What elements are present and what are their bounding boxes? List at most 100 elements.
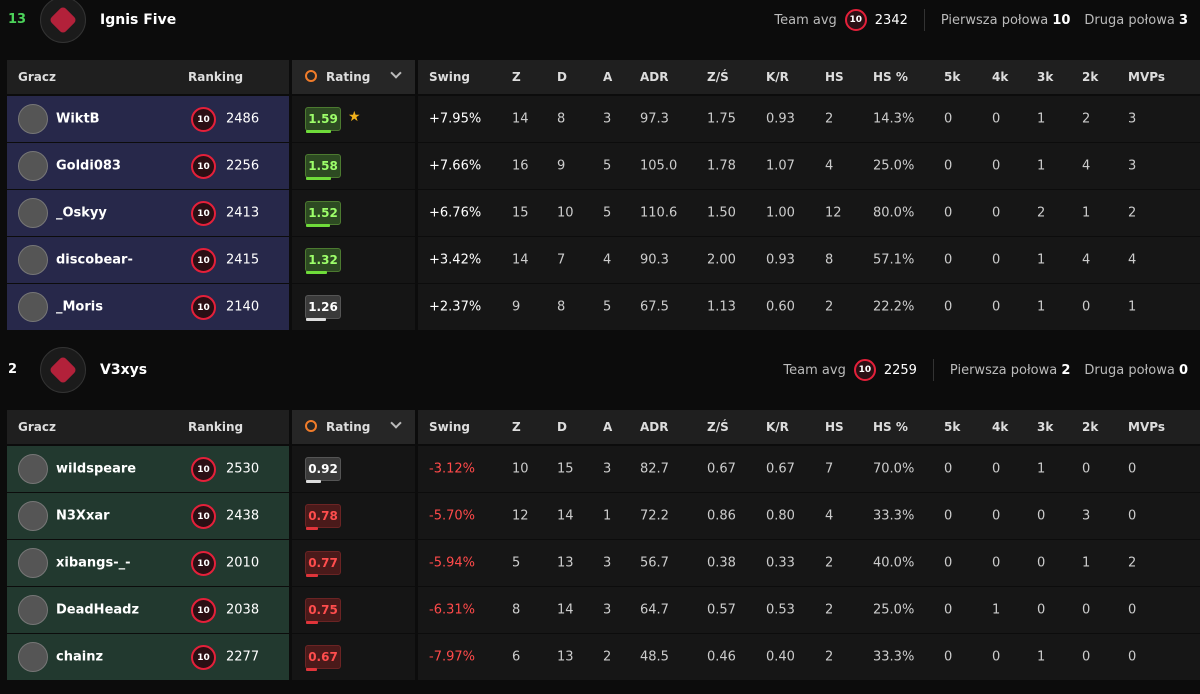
player-name[interactable]: _Moris	[56, 299, 103, 315]
column-header[interactable]: Z	[512, 70, 521, 84]
column-header[interactable]: Swing	[429, 70, 470, 84]
stat: 1	[1037, 111, 1046, 127]
stat: 33.3%	[873, 649, 915, 665]
level-badge: 10	[844, 9, 867, 31]
column-header[interactable]: K/R	[766, 70, 789, 84]
column-header[interactable]: HS %	[873, 70, 908, 84]
stat: 5	[512, 555, 521, 571]
column-header[interactable]: 4k	[992, 70, 1009, 84]
player-row: WiktB 10 2486 1.59 ★ +7.95% 14 8 3 97.3 1.75 0.93 2 1…	[0, 96, 1200, 142]
column-header[interactable]: HS %	[873, 420, 908, 434]
column-header[interactable]: MVPs	[1128, 420, 1165, 434]
stat: 2	[825, 299, 834, 315]
stat: 0	[944, 649, 953, 665]
column-header[interactable]: HS	[825, 420, 844, 434]
column-header[interactable]: A	[603, 420, 613, 434]
column-header[interactable]: Gracz	[18, 70, 56, 84]
second-half-label: Druga połowa	[1084, 12, 1175, 28]
stat: 1.00	[766, 205, 795, 221]
column-header[interactable]: 3k	[1037, 420, 1054, 434]
swing: +7.95%	[429, 111, 482, 127]
player-name[interactable]: xibangs-_-	[56, 555, 131, 571]
player-row: N3Xxar 10 2438 0.78 -5.70% 12 14 1 72.2 0.86 0.80 4…	[0, 493, 1200, 539]
column-header[interactable]: Ranking	[188, 420, 244, 434]
player-name[interactable]: chainz	[56, 649, 104, 665]
stat: 9	[512, 299, 521, 315]
header-bg	[7, 410, 289, 444]
stat: 7	[557, 252, 566, 268]
column-header[interactable]: Rating	[326, 420, 371, 434]
stat: 5	[603, 158, 612, 174]
stat: 0	[992, 299, 1001, 315]
stat: 2	[1037, 205, 1046, 221]
stat: 1	[603, 508, 612, 524]
stat: 0.67	[707, 461, 736, 477]
stat: 7	[825, 461, 834, 477]
stat: 1.13	[707, 299, 736, 315]
player-name[interactable]: discobear-	[56, 252, 133, 268]
swing: -7.97%	[429, 649, 475, 665]
player-name[interactable]: Goldi083	[56, 158, 121, 174]
rating-bar	[306, 621, 318, 624]
player-cell-bg	[7, 190, 289, 236]
level-badge: 10	[191, 107, 216, 132]
player-name[interactable]: WiktB	[56, 111, 100, 127]
column-header[interactable]: Z	[512, 420, 521, 434]
team-header: 2 V3xys Team avg 10 2259 Pierwsza połowa 2 Dru…	[0, 347, 1200, 393]
column-header[interactable]: Z/Ś	[707, 420, 729, 434]
stat: 2	[1128, 205, 1137, 221]
swing: +3.42%	[429, 252, 482, 268]
column-header[interactable]: Gracz	[18, 420, 56, 434]
level-badge: 10	[191, 248, 216, 273]
level-badge: 10	[191, 201, 216, 226]
team-summary: Team avg 10 2342 Pierwsza połowa 10 Druga po…	[774, 8, 1188, 32]
stat: 0.93	[766, 111, 795, 127]
player-name[interactable]: N3Xxar	[56, 508, 110, 524]
column-header[interactable]: HS	[825, 70, 844, 84]
stat: 0.38	[707, 555, 736, 571]
column-header[interactable]: D	[557, 420, 567, 434]
player-cell-bg	[7, 446, 289, 492]
column-header[interactable]: MVPs	[1128, 70, 1165, 84]
column-header[interactable]: ADR	[640, 420, 669, 434]
stat: 15	[557, 461, 574, 477]
column-header[interactable]: D	[557, 70, 567, 84]
stats-bg	[418, 190, 1200, 236]
player-name[interactable]: wildspeare	[56, 461, 137, 477]
player-avatar	[18, 454, 48, 484]
column-header[interactable]: 3k	[1037, 70, 1054, 84]
stat: 0	[944, 252, 953, 268]
stat: 0	[992, 252, 1001, 268]
player-elo: 2010	[226, 555, 260, 571]
stat: 3	[603, 111, 612, 127]
column-header[interactable]: Z/Ś	[707, 70, 729, 84]
column-header[interactable]: Ranking	[188, 70, 244, 84]
player-name[interactable]: _Oskyy	[56, 205, 107, 221]
team-name[interactable]: V3xys	[100, 362, 148, 378]
column-header[interactable]: 5k	[944, 70, 961, 84]
stat: 0	[992, 111, 1001, 127]
stat: 0	[944, 602, 953, 618]
team-name[interactable]: Ignis Five	[100, 12, 177, 28]
rating-bar	[306, 574, 319, 577]
team-logo	[40, 0, 86, 43]
rating-badge: 1.59	[305, 107, 341, 131]
column-header[interactable]: Rating	[326, 70, 371, 84]
column-header[interactable]: 4k	[992, 420, 1009, 434]
column-header[interactable]: K/R	[766, 420, 789, 434]
level-badge: 10	[191, 295, 216, 320]
column-header[interactable]: Swing	[429, 420, 470, 434]
column-header[interactable]: 5k	[944, 420, 961, 434]
player-name[interactable]: DeadHeadz	[56, 602, 140, 618]
player-cell-bg	[7, 634, 289, 680]
column-header[interactable]: 2k	[1082, 70, 1099, 84]
column-header[interactable]: A	[603, 70, 613, 84]
player-row: _Moris 10 2140 1.26 +2.37% 9 8 5 67.5 1.13 0.60 2 22…	[0, 284, 1200, 330]
stat: 67.5	[640, 299, 669, 315]
stat: 0	[992, 205, 1001, 221]
column-header[interactable]: 2k	[1082, 420, 1099, 434]
stat: 82.7	[640, 461, 669, 477]
stat: 70.0%	[873, 461, 915, 477]
stat: 1	[1037, 299, 1046, 315]
column-header[interactable]: ADR	[640, 70, 669, 84]
